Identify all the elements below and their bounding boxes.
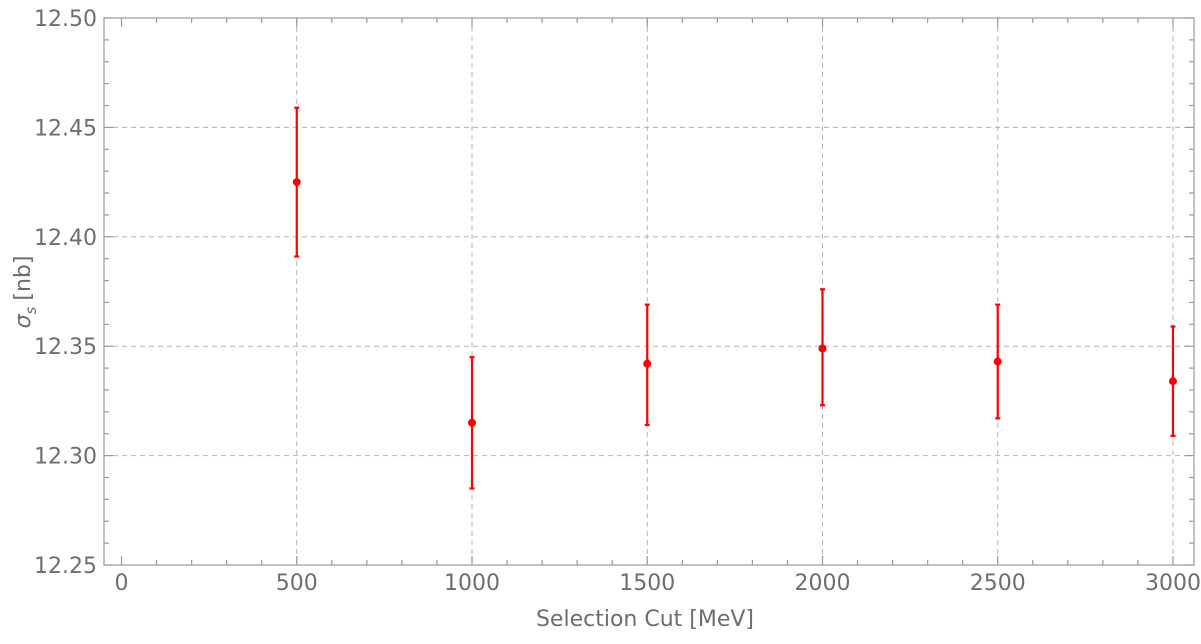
data-point: [292, 178, 301, 187]
y-tick-label: 12.40: [34, 226, 97, 251]
x-tick-label: 0: [115, 571, 129, 596]
y-axis-label: σs [nb]: [11, 256, 40, 329]
y-tick-label: 12.25: [34, 554, 97, 579]
y-axis-unit: [nb]: [11, 256, 36, 301]
data-point: [643, 359, 652, 368]
x-tick-label: 2500: [970, 571, 1026, 596]
x-tick-label: 500: [276, 571, 318, 596]
x-tick-label: 2000: [794, 571, 850, 596]
data-point: [1168, 377, 1177, 386]
x-tick-label: 1500: [619, 571, 675, 596]
x-axis-label: Selection Cut [MeV]: [536, 607, 754, 632]
y-axis-subscript: s: [22, 306, 40, 314]
data-series: [292, 106, 1177, 490]
tick-labels: 0 500 1000 1500 2000 2500 3000 12.25 12.30 12.35 1…: [34, 7, 1201, 596]
data-point: [993, 357, 1002, 366]
plot-frame: [103, 17, 1195, 566]
data-point: [468, 418, 477, 427]
gridlines: [104, 18, 1194, 565]
x-tick-label: 3000: [1145, 571, 1201, 596]
y-tick-label: 12.50: [34, 7, 97, 32]
y-tick-label: 12.45: [34, 116, 97, 141]
y-tick-label: 12.35: [34, 335, 97, 360]
axis-ticks: [104, 17, 1194, 566]
y-tick-label: 12.30: [34, 445, 97, 470]
x-tick-label: 1000: [444, 571, 500, 596]
y-axis-symbol: σ: [11, 313, 36, 328]
data-point: [818, 344, 827, 353]
